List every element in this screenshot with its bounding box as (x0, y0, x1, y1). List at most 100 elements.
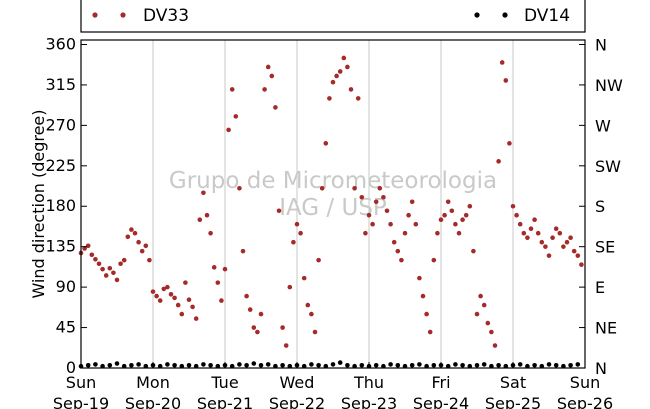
data-point-dv33 (276, 208, 282, 214)
data-point-dv33 (456, 230, 462, 236)
y-tick-label: 45 (56, 318, 76, 337)
data-point-dv33 (111, 270, 116, 276)
data-points (78, 55, 584, 369)
data-point-dv14 (345, 363, 350, 368)
data-point-dv33 (208, 230, 213, 236)
data-point-dv14 (85, 363, 91, 368)
data-point-dv33 (229, 87, 235, 92)
data-point-dv14 (208, 363, 213, 368)
data-point-dv14 (481, 362, 487, 367)
x-tick-label-date: Sep-23 (341, 394, 397, 409)
data-point-dv33 (327, 96, 332, 101)
data-point-dv33 (334, 73, 339, 79)
x-tick-label-day: Fri (431, 373, 450, 392)
data-point-dv14 (467, 363, 473, 369)
data-point-dv33 (528, 226, 534, 232)
data-point-dv14 (280, 363, 285, 368)
data-point-dv33 (363, 230, 368, 236)
data-point-dv33 (341, 55, 347, 61)
data-point-dv14 (237, 362, 242, 367)
legend-marker-dv33 (120, 12, 126, 18)
data-point-dv33 (381, 194, 386, 200)
data-point-dv33 (312, 329, 318, 335)
y-tick-label: 0 (66, 358, 76, 377)
data-point-dv33 (471, 248, 476, 254)
y-right-tick-label: E (595, 278, 605, 297)
data-point-dv33 (168, 292, 174, 297)
data-point-dv33 (258, 311, 264, 317)
data-point-dv33 (409, 199, 415, 205)
data-point-dv33 (517, 221, 523, 227)
data-point-dv14 (143, 363, 149, 369)
data-point-dv33 (301, 275, 307, 281)
data-point-dv33 (219, 298, 224, 303)
y-tick-label: 270 (45, 115, 76, 134)
data-point-dv33 (215, 280, 221, 285)
data-point-dv33 (175, 302, 181, 308)
data-point-dv33 (132, 230, 138, 236)
watermark-line: Grupo de Micrometeorologia (169, 168, 497, 194)
y-right-tick-label: W (595, 116, 611, 135)
legend-label-dv33: DV33 (143, 6, 189, 26)
data-point-dv14 (136, 362, 141, 367)
data-point-dv33 (546, 253, 552, 258)
data-point-dv33 (424, 311, 429, 317)
x-tick-label-date: Sep-22 (269, 394, 325, 409)
data-point-dv14 (388, 362, 393, 367)
data-point-dv33 (114, 277, 120, 283)
legend-marker-dv14 (474, 12, 480, 18)
data-point-dv14 (229, 363, 235, 369)
legend-marker-dv14 (502, 12, 508, 18)
data-point-dv14 (186, 363, 192, 368)
data-point-dv33 (121, 257, 127, 263)
data-point-dv33 (557, 230, 563, 236)
data-point-dv14 (309, 362, 314, 367)
data-point-dv14 (323, 363, 329, 369)
data-point-dv33 (233, 114, 239, 119)
data-point-dv14 (381, 363, 386, 369)
x-tick-label-day: Wed (280, 373, 315, 392)
data-point-dv33 (550, 235, 555, 240)
data-point-dv33 (391, 239, 397, 245)
data-point-dv14 (395, 363, 401, 368)
data-point-dv14 (445, 363, 451, 369)
data-point-dv33 (345, 64, 350, 70)
x-tick-label-day: Thu (353, 373, 384, 392)
data-point-dv33 (496, 159, 501, 164)
data-point-dv33 (561, 244, 566, 249)
data-point-dv33 (204, 212, 210, 218)
data-point-dv33 (532, 217, 537, 223)
legend-marker-dv33 (92, 12, 98, 18)
y-tick-label: 225 (45, 156, 76, 175)
data-point-dv33 (82, 246, 87, 251)
data-point-dv33 (251, 325, 257, 330)
data-point-dv33 (553, 226, 559, 232)
data-point-dv14 (215, 363, 221, 369)
data-point-dv33 (427, 329, 433, 335)
y-right-tick-label: N (595, 359, 607, 378)
data-point-dv33 (222, 266, 228, 272)
data-point-dv33 (118, 261, 123, 267)
data-point-dv14 (193, 363, 199, 369)
data-point-dv33 (514, 212, 519, 218)
data-point-dv14 (121, 363, 127, 369)
data-point-dv33 (161, 286, 167, 292)
data-point-dv33 (499, 60, 505, 65)
data-point-dv33 (330, 79, 336, 85)
data-point-dv14 (489, 363, 494, 369)
data-point-dv14 (359, 363, 365, 368)
data-point-dv33 (157, 298, 163, 303)
y-tick-label: 135 (45, 237, 76, 256)
data-point-dv33 (377, 185, 383, 191)
data-point-dv33 (575, 253, 581, 258)
data-point-dv14 (496, 363, 501, 368)
legend-box (80, 0, 586, 33)
data-point-dv33 (438, 217, 444, 223)
data-point-dv14 (172, 363, 177, 368)
data-point-dv33 (107, 265, 113, 271)
data-point-dv33 (193, 316, 199, 321)
data-point-dv33 (136, 239, 141, 245)
data-point-dv33 (525, 235, 530, 240)
data-point-dv33 (564, 239, 570, 245)
